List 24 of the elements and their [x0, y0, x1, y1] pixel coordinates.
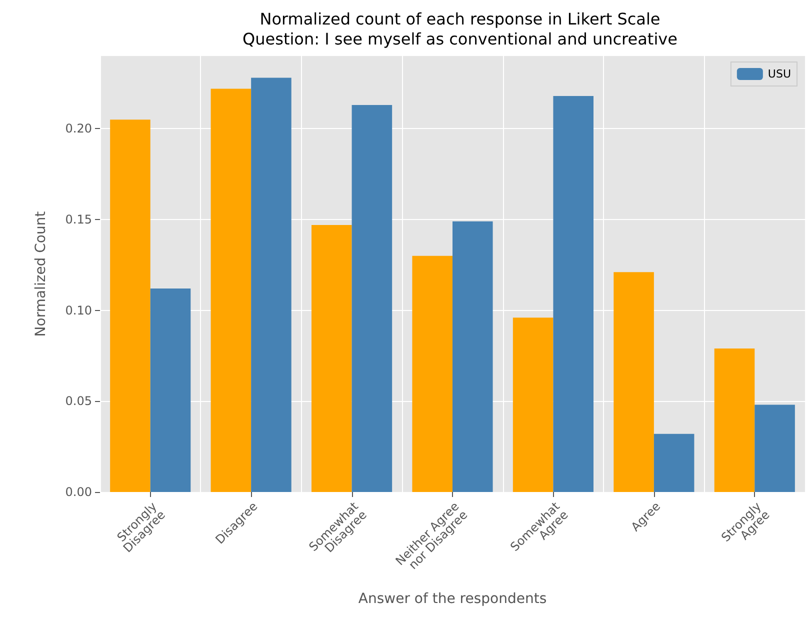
bar — [754, 404, 795, 492]
bar — [714, 348, 755, 492]
y-tick-label: 0.15 — [65, 212, 92, 226]
y-axis-title: Normalized Count — [33, 210, 49, 337]
bar — [150, 288, 191, 492]
bar — [614, 272, 654, 492]
y-tick-label: 0.00 — [65, 485, 92, 499]
y-tick-label: 0.10 — [65, 303, 92, 318]
bar — [251, 78, 292, 492]
legend-label: USU — [768, 68, 792, 80]
bar — [654, 434, 694, 492]
bar — [110, 120, 150, 492]
bar — [312, 224, 352, 492]
y-tick-label: 0.20 — [65, 122, 92, 136]
bar — [412, 256, 452, 492]
x-axis-title: Answer of the respondents — [358, 591, 547, 607]
bar — [352, 105, 392, 492]
chart-title: Normalized count of each response in Likert Scale — [260, 10, 660, 28]
chart-subtitle: Question: I see myself as conventional and uncreative — [242, 30, 678, 48]
bar — [452, 221, 493, 492]
bar — [553, 96, 594, 492]
bar — [210, 88, 252, 492]
y-tick-label: 0.05 — [65, 394, 92, 408]
bar — [512, 318, 554, 492]
